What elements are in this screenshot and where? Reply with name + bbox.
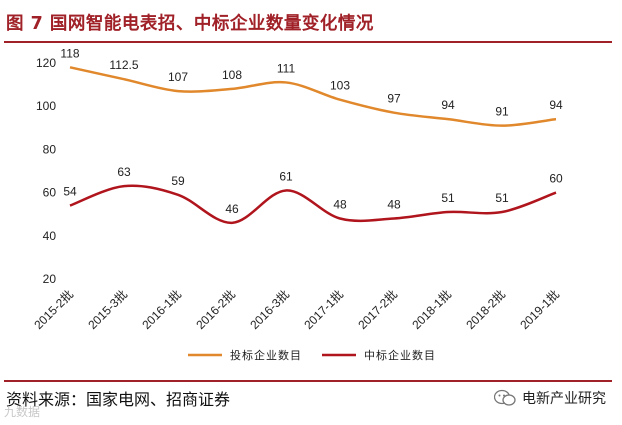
x-tick-label: 2015-2批 — [31, 287, 77, 333]
data-label: 48 — [387, 198, 401, 212]
y-tick-label: 40 — [43, 229, 57, 243]
data-label: 59 — [171, 174, 185, 188]
brand-name: 电新产业研究 — [522, 391, 606, 407]
data-label: 94 — [549, 98, 563, 112]
x-tick-label: 2016-1批 — [139, 287, 185, 333]
x-tick-label: 2016-3批 — [247, 287, 293, 333]
y-tick-label: 20 — [43, 272, 57, 286]
data-label: 97 — [387, 92, 401, 106]
y-tick-label: 60 — [43, 186, 57, 200]
data-label: 63 — [117, 165, 131, 179]
legend-label: 中标企业数目 — [364, 348, 436, 362]
series-line-win — [69, 184, 557, 225]
legend: 投标企业数目 中标企业数目 — [188, 348, 436, 362]
wechat-icon — [494, 389, 516, 406]
data-label: 118 — [60, 46, 79, 60]
data-label: 112.5 — [109, 58, 138, 72]
y-axis: 20 40 60 80 100 120 — [36, 56, 56, 286]
data-label: 51 — [495, 191, 509, 205]
watermark: 九数据 — [4, 405, 41, 419]
title-rule — [4, 41, 612, 43]
y-tick-label: 80 — [43, 142, 57, 156]
series-layer — [69, 66, 557, 225]
series-line-bid — [69, 66, 557, 127]
x-tick-label: 2016-2批 — [193, 287, 239, 333]
data-label: 60 — [549, 172, 563, 186]
brand: 电新产业研究 — [494, 388, 606, 408]
data-label: 51 — [441, 191, 455, 205]
data-label: 61 — [279, 169, 293, 183]
legend-label: 投标企业数目 — [230, 348, 302, 362]
x-tick-label: 2019-1批 — [517, 287, 563, 333]
data-label: 48 — [333, 198, 347, 212]
x-tick-label: 2018-1批 — [409, 287, 455, 333]
y-tick-label: 100 — [36, 99, 56, 113]
figure-title: 图 7 国网智能电表招、中标企业数量变化情况 — [6, 14, 374, 34]
data-labels: 118 112.5 107 108 111 103 97 94 91 94 54 63 59 46 61 48… — [60, 46, 563, 216]
source-note: 资料来源：国家电网、招商证券 — [6, 390, 231, 409]
data-label: 107 — [168, 70, 188, 84]
x-tick-label: 2015-3批 — [85, 287, 131, 333]
data-label: 111 — [277, 61, 296, 75]
data-label: 46 — [225, 202, 239, 216]
data-label: 94 — [441, 98, 455, 112]
data-label: 54 — [63, 185, 77, 199]
y-tick-label: 120 — [36, 56, 56, 70]
data-label: 108 — [222, 68, 242, 82]
footer-rule — [4, 380, 612, 382]
data-label: 91 — [495, 105, 509, 119]
x-axis: 2015-2批 2015-3批 2016-1批 2016-2批 2016-3批 2017-… — [31, 287, 563, 333]
x-tick-label: 2017-1批 — [301, 287, 347, 333]
x-tick-label: 2018-2批 — [463, 287, 509, 333]
data-label: 103 — [330, 79, 350, 93]
x-tick-label: 2017-2批 — [355, 287, 401, 333]
